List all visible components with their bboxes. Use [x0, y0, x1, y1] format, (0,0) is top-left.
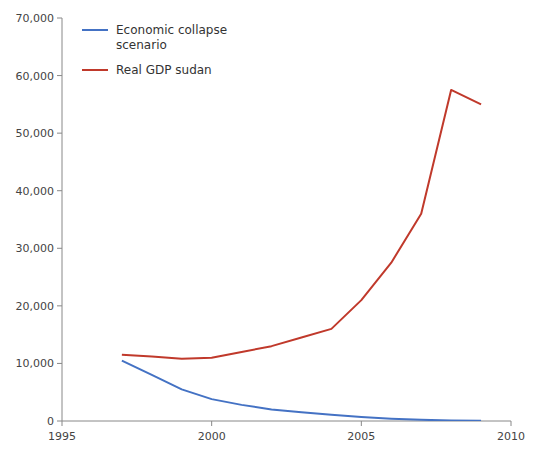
y-tick [57, 18, 62, 19]
chart: 0 10,000 20,000 30,000 40,000 50,000 60,000 70,… [0, 0, 533, 457]
legend-label: Economic collapsescenario [116, 23, 227, 52]
y-tick [57, 248, 62, 249]
y-tick [57, 421, 62, 422]
legend: Economic collapsescenario Real GDP sudan [82, 23, 227, 77]
x-tick-label: 2005 [347, 430, 375, 443]
y-tick-label: 30,000 [16, 242, 55, 255]
y-tick [57, 133, 62, 134]
y-tick [57, 190, 62, 191]
y-tick [57, 305, 62, 306]
series-line [122, 361, 481, 421]
legend-swatch [82, 69, 108, 71]
y-axis: 0 10,000 20,000 30,000 40,000 50,000 60,000 70,… [16, 12, 63, 428]
plot-lines [122, 90, 481, 421]
y-tick-label: 0 [47, 415, 54, 428]
x-tick-label: 2010 [497, 430, 525, 443]
x-tick-label: 2000 [198, 430, 226, 443]
x-tick [361, 421, 362, 426]
y-tick-label: 40,000 [16, 185, 55, 198]
y-axis-line [62, 18, 63, 421]
y-tick-label: 20,000 [16, 300, 55, 313]
series-line [122, 90, 481, 359]
y-tick-label: 10,000 [16, 357, 55, 370]
x-tick [211, 421, 212, 426]
x-tick-label: 1995 [48, 430, 76, 443]
y-tick-label: 60,000 [16, 70, 55, 83]
y-tick [57, 75, 62, 76]
y-tick [57, 363, 62, 364]
x-tick [511, 421, 512, 426]
x-tick [62, 421, 63, 426]
y-tick-label: 50,000 [16, 127, 55, 140]
x-axis: 1995 2000 2005 2010 [48, 421, 525, 443]
legend-label: Real GDP sudan [116, 63, 212, 77]
legend-swatch [82, 29, 108, 31]
y-tick-label: 70,000 [16, 12, 55, 25]
